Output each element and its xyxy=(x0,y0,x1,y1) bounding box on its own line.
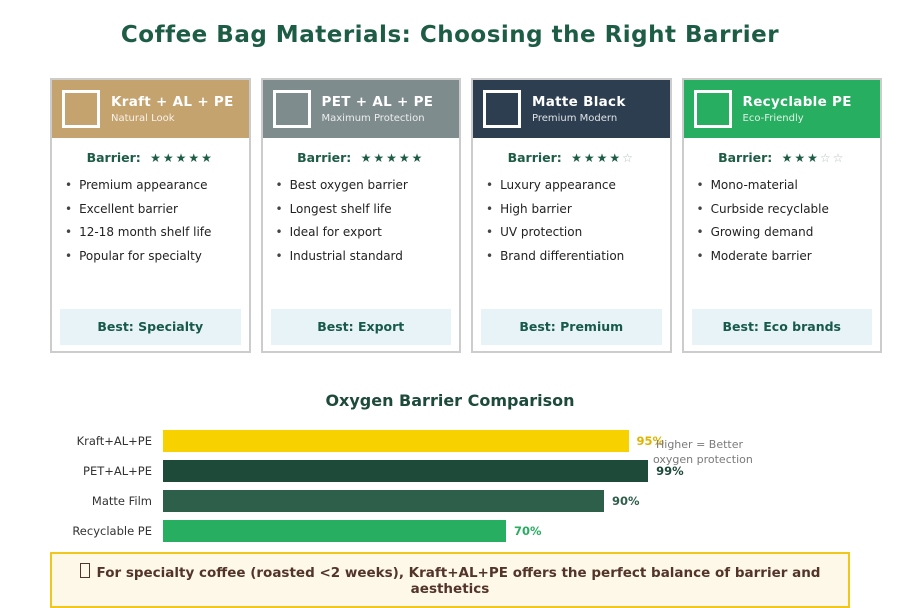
card-title: Kraft + AL + PE xyxy=(111,94,234,110)
card-recyclable-pe: Recyclable PE Eco-Friendly Barrier: ★★★☆… xyxy=(681,78,882,353)
feature-list: Luxury appearance High barrier UV protec… xyxy=(473,178,670,272)
category-label: Matte Film xyxy=(91,494,152,508)
feature-list: Mono-material Curbside recyclable Growin… xyxy=(684,178,881,272)
value-label: 70% xyxy=(514,524,542,538)
card-subtitle: Natural Look xyxy=(111,113,175,124)
barrier-rating: Barrier: ★★★★☆ xyxy=(473,150,670,165)
missing-glyph-icon xyxy=(79,563,90,578)
barrier-rating: Barrier: ★★★☆☆ xyxy=(684,150,881,165)
value-label: 90% xyxy=(612,494,640,508)
card-header: Recyclable PE Eco-Friendly xyxy=(683,80,880,138)
feature-item: Growing demand xyxy=(697,225,875,239)
bar-recyclable-pe xyxy=(163,520,506,542)
bar-pet-al-pe xyxy=(163,460,649,482)
card-matte-black: Matte Black Premium Modern Barrier: ★★★★… xyxy=(471,78,672,353)
barrier-rating: Barrier: ★★★★★ xyxy=(263,150,460,165)
barrier-label: Barrier: xyxy=(297,150,352,165)
category-label: PET+AL+PE xyxy=(83,464,152,478)
card-title: Recyclable PE xyxy=(742,94,852,110)
star-rating-icon: ★★★★★ xyxy=(150,151,214,165)
feature-item: Curbside recyclable xyxy=(697,202,875,216)
feature-list: Best oxygen barrier Longest shelf life I… xyxy=(263,178,460,272)
annotation-line: oxygen protection xyxy=(653,453,753,467)
chart-row: Kraft+AL+PE 95% xyxy=(0,426,900,456)
material-cards: Kraft + AL + PE Natural Look Barrier: ★★… xyxy=(50,78,882,353)
bar-matte-film xyxy=(163,490,604,512)
star-rating-icon: ★★★★★ xyxy=(360,151,425,165)
best-for-badge: Best: Premium xyxy=(481,309,662,345)
material-swatch-icon xyxy=(483,90,521,128)
feature-item: Best oxygen barrier xyxy=(276,178,454,192)
barrier-label: Barrier: xyxy=(718,150,773,165)
feature-item: Popular for specialty xyxy=(65,249,243,263)
recommendation-note: For specialty coffee (roasted <2 weeks),… xyxy=(50,552,850,608)
card-pet-al-pe: PET + AL + PE Maximum Protection Barrier… xyxy=(260,78,461,353)
chart-annotation: Higher = Better oxygen protection xyxy=(653,437,753,468)
card-subtitle: Premium Modern xyxy=(532,113,618,124)
card-header: Matte Black Premium Modern xyxy=(473,80,670,138)
best-for-badge: Best: Eco brands xyxy=(691,309,872,345)
card-header: Kraft + AL + PE Natural Look xyxy=(52,80,249,138)
bar-kraft-al-pe xyxy=(163,430,629,452)
category-label: Kraft+AL+PE xyxy=(76,434,152,448)
feature-item: 12-18 month shelf life xyxy=(65,225,243,239)
barrier-label: Barrier: xyxy=(86,150,141,165)
chart-rows: Kraft+AL+PE 95% PET+AL+PE 99% Matte Film… xyxy=(0,426,900,546)
best-for-badge: Best: Export xyxy=(270,309,451,345)
feature-item: Mono-material xyxy=(697,178,875,192)
card-kraft-al-pe: Kraft + AL + PE Natural Look Barrier: ★★… xyxy=(50,78,251,353)
material-swatch-icon xyxy=(272,90,311,128)
feature-item: Moderate barrier xyxy=(697,249,875,263)
page-title: Coffee Bag Materials: Choosing the Right… xyxy=(120,22,780,48)
oxygen-barrier-chart: Oxygen Barrier Comparison Kraft+AL+PE 95… xyxy=(0,391,900,546)
annotation-line: Higher = Better xyxy=(656,438,744,451)
feature-item: Longest shelf life xyxy=(276,202,454,216)
feature-item: Premium appearance xyxy=(65,178,243,192)
barrier-rating: Barrier: ★★★★★ xyxy=(52,150,249,165)
feature-item: High barrier xyxy=(486,202,664,216)
chart-row: PET+AL+PE 99% xyxy=(0,456,900,486)
feature-item: Luxury appearance xyxy=(486,178,664,192)
feature-item: UV protection xyxy=(486,225,664,239)
value-label: 99% xyxy=(656,464,684,478)
star-rating-icon: ★★★☆☆ xyxy=(781,151,846,165)
card-subtitle: Eco-Friendly xyxy=(742,113,804,124)
note-text: For specialty coffee (roasted <2 weeks),… xyxy=(96,565,821,597)
feature-item: Excellent barrier xyxy=(65,202,243,216)
barrier-label: Barrier: xyxy=(507,150,562,165)
card-subtitle: Maximum Protection xyxy=(321,113,425,124)
best-for-badge: Best: Specialty xyxy=(60,309,241,345)
chart-row: Recyclable PE 70% xyxy=(0,516,900,546)
category-label: Recyclable PE xyxy=(72,524,152,538)
card-title: PET + AL + PE xyxy=(321,94,434,110)
card-title: Matte Black xyxy=(532,94,626,110)
chart-title: Oxygen Barrier Comparison xyxy=(325,391,575,410)
card-header: PET + AL + PE Maximum Protection xyxy=(262,80,459,138)
feature-item: Brand differentiation xyxy=(486,249,664,263)
material-swatch-icon xyxy=(62,90,100,128)
value-label: 95% xyxy=(636,434,665,448)
material-swatch-icon xyxy=(693,90,732,128)
feature-item: Industrial standard xyxy=(276,249,454,263)
feature-list: Premium appearance Excellent barrier 12-… xyxy=(52,178,249,272)
star-rating-icon: ★★★★☆ xyxy=(571,151,635,165)
chart-row: Matte Film 90% xyxy=(0,486,900,516)
feature-item: Ideal for export xyxy=(276,225,454,239)
